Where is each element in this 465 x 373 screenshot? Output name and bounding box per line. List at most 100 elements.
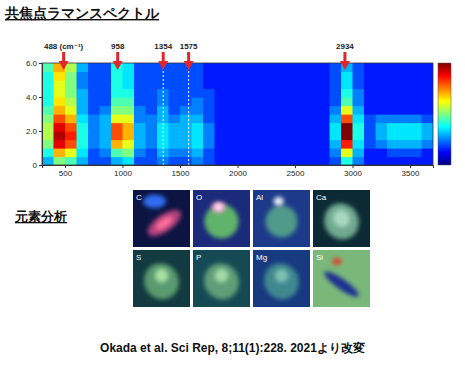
heatmap-cell bbox=[261, 97, 273, 106]
heatmap-cell bbox=[192, 114, 204, 123]
heatmap-cell bbox=[341, 131, 353, 140]
heatmap-cell bbox=[88, 131, 100, 140]
heatmap-cell bbox=[169, 80, 181, 89]
heatmap-cell bbox=[180, 140, 192, 149]
heatmap-cell bbox=[295, 114, 307, 123]
heatmap-cell bbox=[318, 80, 330, 89]
heatmap-cell bbox=[203, 140, 215, 149]
heatmap-cell bbox=[341, 140, 353, 149]
heatmap-cell bbox=[169, 89, 181, 98]
heatmap-cell bbox=[180, 89, 192, 98]
heatmap-cell bbox=[261, 123, 273, 132]
heatmap-cell bbox=[364, 123, 376, 132]
heatmap-cell bbox=[88, 114, 100, 123]
x-tick: 1500 bbox=[172, 165, 190, 178]
annotation-arrow-head bbox=[59, 61, 69, 70]
heatmap-cell bbox=[123, 63, 135, 72]
heatmap-cell bbox=[353, 131, 365, 140]
heatmap-cell bbox=[353, 72, 365, 81]
element-map-signal bbox=[198, 198, 245, 245]
element-map-label: O bbox=[196, 193, 202, 202]
heatmap-cell bbox=[238, 140, 250, 149]
heatmap-cell bbox=[215, 72, 227, 81]
element-map bbox=[253, 250, 310, 307]
title: 共焦点ラマンスペクトル bbox=[4, 5, 160, 21]
heatmap-cell bbox=[180, 123, 192, 132]
heatmap-cell bbox=[203, 97, 215, 106]
heatmap-cell bbox=[272, 89, 284, 98]
heatmap-cell bbox=[111, 123, 123, 132]
heatmap-cell bbox=[399, 97, 411, 106]
heatmap-cell bbox=[146, 148, 158, 157]
element-map bbox=[313, 190, 370, 247]
heatmap-cell bbox=[77, 97, 89, 106]
heatmap-cell bbox=[399, 140, 411, 149]
heatmap-cell bbox=[88, 140, 100, 149]
heatmap-cell bbox=[364, 63, 376, 72]
heatmap-cell bbox=[77, 157, 89, 166]
heatmap-cell bbox=[330, 140, 342, 149]
heatmap-cell bbox=[295, 106, 307, 115]
heatmap-cell bbox=[261, 148, 273, 157]
heatmap-cell bbox=[226, 157, 238, 166]
heatmap-cell bbox=[410, 157, 422, 166]
heatmap-cell bbox=[422, 63, 434, 72]
x-tick-mark bbox=[295, 165, 296, 168]
heatmap-cell bbox=[169, 123, 181, 132]
heatmap-cell bbox=[169, 131, 181, 140]
element-map-background bbox=[253, 190, 310, 247]
heatmap-cell bbox=[307, 157, 319, 166]
heatmap-cell bbox=[215, 157, 227, 166]
heatmap-cell bbox=[364, 106, 376, 115]
heatmap-cell bbox=[146, 63, 158, 72]
heatmap-cell bbox=[146, 157, 158, 166]
heatmap-cell bbox=[330, 123, 342, 132]
heatmap-cell bbox=[192, 123, 204, 132]
heatmap-cell bbox=[318, 123, 330, 132]
y-tick-mark bbox=[39, 63, 42, 64]
heatmap-cell bbox=[330, 114, 342, 123]
x-tick-mark bbox=[123, 165, 124, 168]
heatmap-cell bbox=[399, 114, 411, 123]
heatmap-cell bbox=[54, 97, 66, 106]
element-map-signal bbox=[143, 195, 166, 209]
heatmap-cell bbox=[353, 140, 365, 149]
y-tick: 4.0 bbox=[26, 93, 42, 102]
heatmap-cell bbox=[330, 131, 342, 140]
y-tick-mark bbox=[39, 131, 42, 132]
heatmap-cell bbox=[410, 140, 422, 149]
heatmap-cell bbox=[180, 80, 192, 89]
heatmap-cell bbox=[42, 106, 54, 115]
heatmap-cell bbox=[249, 80, 261, 89]
x-tick: 500 bbox=[59, 165, 73, 178]
heatmap-cell bbox=[203, 106, 215, 115]
heatmap-cell bbox=[272, 63, 284, 72]
heatmap-cell bbox=[88, 106, 100, 115]
heatmap-cell bbox=[376, 140, 388, 149]
heatmap-cell bbox=[272, 131, 284, 140]
heatmap-cell bbox=[353, 97, 365, 106]
heatmap-cell bbox=[180, 106, 192, 115]
heatmap-cell bbox=[146, 80, 158, 89]
heatmap-cell bbox=[318, 148, 330, 157]
heatmap-cell bbox=[318, 63, 330, 72]
annotation-arrow-head bbox=[340, 61, 350, 70]
element-map bbox=[313, 250, 370, 307]
heatmap-cell bbox=[422, 80, 434, 89]
x-tick: 3000 bbox=[344, 165, 362, 178]
element-map-signal bbox=[274, 197, 284, 206]
y-tick-label: 0 bbox=[33, 161, 38, 170]
annotation-arrow-head bbox=[158, 61, 168, 70]
element-map-background bbox=[313, 190, 370, 247]
element-map bbox=[133, 250, 190, 307]
heatmap-cell bbox=[134, 131, 146, 140]
heatmap-cell bbox=[88, 123, 100, 132]
heatmap-cell bbox=[307, 106, 319, 115]
heatmap-cell bbox=[341, 148, 353, 157]
heatmap-cell bbox=[134, 123, 146, 132]
x-tick-label: 500 bbox=[59, 169, 73, 178]
heatmap-cell bbox=[249, 106, 261, 115]
heatmap-cell bbox=[134, 89, 146, 98]
heatmap-cell bbox=[157, 106, 169, 115]
heatmap-cell bbox=[134, 106, 146, 115]
